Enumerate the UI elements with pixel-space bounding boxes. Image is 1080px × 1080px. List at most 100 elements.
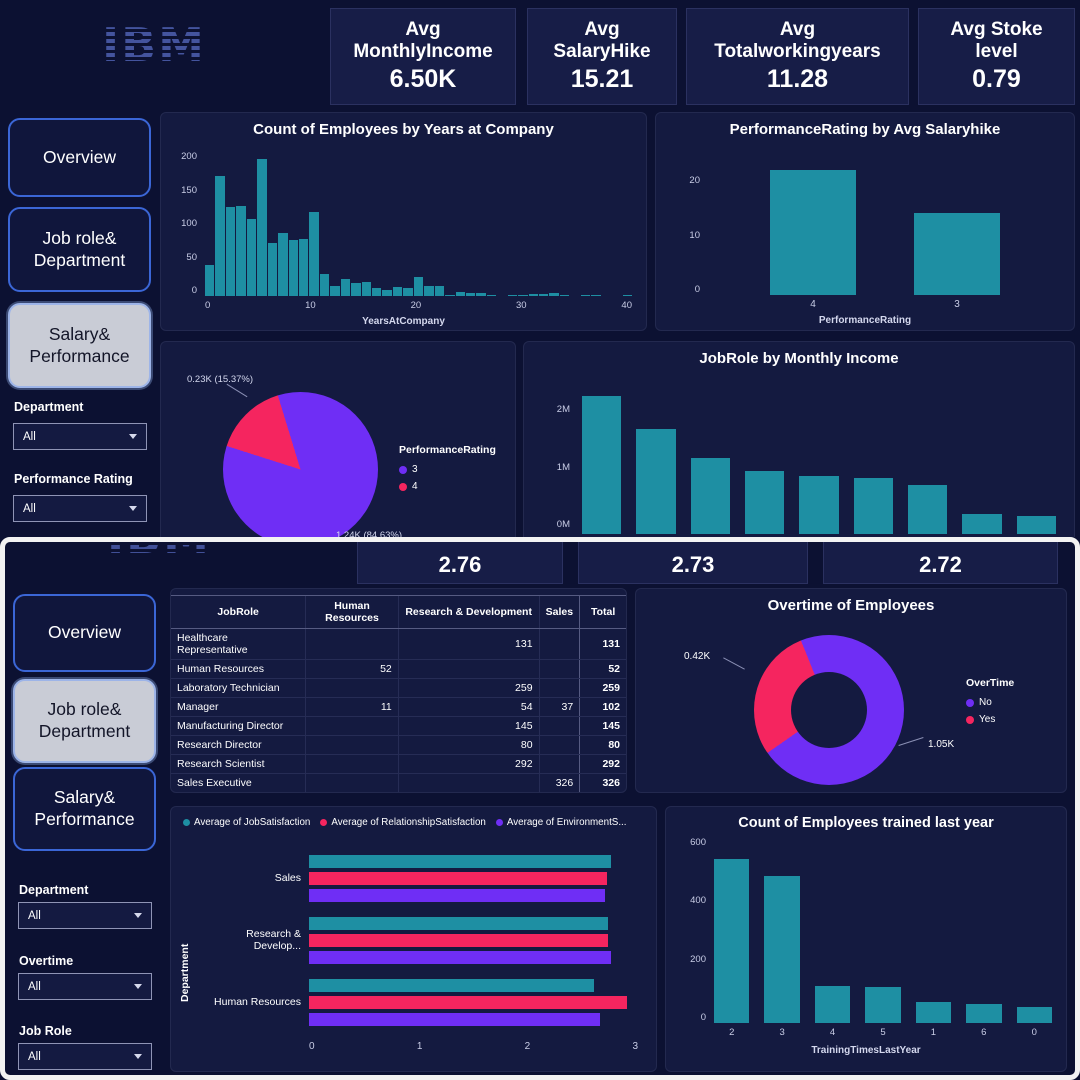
table-row[interactable]: Research Director 80 80 [171, 735, 626, 755]
table-row[interactable]: Manufacturing Director 145 145 [171, 716, 626, 736]
table-row[interactable]: Sales Representative8383 [171, 793, 626, 794]
bar[interactable] [580, 294, 591, 296]
legend-item[interactable]: No [966, 697, 1014, 708]
nav-button-overview[interactable]: Overview [13, 594, 156, 672]
bar[interactable] [309, 950, 611, 964]
bar[interactable] [476, 293, 486, 296]
bar[interactable] [340, 279, 351, 296]
bar[interactable] [309, 871, 608, 885]
table-row[interactable]: Sales Executive 326 326 [171, 773, 626, 792]
matrix-table[interactable]: JobRole Human Resources Research & Develop… [171, 595, 626, 794]
bar[interactable] [865, 987, 901, 1023]
bar[interactable] [528, 293, 538, 296]
bar[interactable] [309, 995, 628, 1009]
department-dropdown[interactable]: All [13, 423, 147, 450]
bar[interactable] [309, 212, 319, 296]
column-header[interactable]: Total [579, 595, 626, 629]
bar[interactable] [351, 283, 361, 296]
bar[interactable] [205, 265, 215, 296]
bar[interactable] [372, 287, 382, 296]
bar-chart-plot[interactable] [582, 392, 1056, 534]
nav-button-salary-performance[interactable]: Salary& Performance [8, 303, 151, 388]
bar[interactable] [309, 854, 611, 868]
bar[interactable] [966, 1003, 1002, 1023]
legend-item[interactable]: 3 [399, 464, 496, 475]
bar[interactable] [246, 219, 257, 296]
nav-button-salary-performance[interactable]: Salary& Performance [13, 767, 156, 851]
bar[interactable] [622, 295, 632, 296]
bar[interactable] [267, 242, 278, 296]
department-dropdown[interactable]: All [18, 902, 152, 929]
bar[interactable] [413, 277, 424, 296]
table-row[interactable]: Research Scientist 292 292 [171, 754, 626, 774]
bar[interactable] [257, 158, 267, 296]
column-header[interactable]: Research & Development [397, 595, 540, 629]
bar[interactable] [215, 176, 225, 296]
bar[interactable] [465, 293, 476, 296]
bar[interactable] [636, 429, 676, 534]
bar[interactable] [507, 294, 518, 296]
bar[interactable] [714, 858, 750, 1023]
legend-item[interactable]: Average of RelationshipSatisfaction [320, 817, 486, 828]
table-row[interactable]: Manager 11 54 37 102 [171, 697, 626, 717]
column-header[interactable]: JobRole [171, 595, 306, 629]
column-header[interactable]: Sales [538, 595, 580, 629]
bar[interactable] [744, 471, 785, 534]
column-header[interactable]: Human Resources [305, 595, 399, 629]
bar[interactable] [403, 288, 413, 296]
bar-chart-plot[interactable]: Sales Research & Develop... Human Resource… [201, 847, 638, 1033]
bar[interactable] [915, 1001, 952, 1023]
nav-button-jobrole-department[interactable]: Job role& Department [13, 679, 156, 763]
bar[interactable] [225, 207, 236, 296]
bar[interactable] [962, 513, 1002, 534]
bar[interactable] [814, 986, 851, 1023]
bar[interactable] [424, 286, 434, 296]
bar[interactable] [434, 285, 445, 296]
bar[interactable] [539, 293, 549, 296]
bar[interactable] [298, 238, 309, 296]
bar[interactable] [770, 170, 856, 295]
legend-item[interactable]: Yes [966, 714, 1014, 725]
bar[interactable] [309, 978, 595, 992]
bar[interactable] [278, 233, 288, 296]
bar[interactable] [330, 286, 340, 296]
table-row[interactable]: Laboratory Technician 259 259 [171, 678, 626, 698]
bar[interactable] [764, 875, 800, 1023]
bar[interactable] [288, 240, 298, 296]
bar[interactable] [853, 478, 893, 534]
bar[interactable] [236, 206, 246, 296]
bar[interactable] [907, 484, 948, 534]
bar[interactable] [1016, 516, 1056, 534]
bar[interactable] [799, 475, 839, 534]
bar-chart-plot[interactable] [205, 156, 632, 296]
legend-item[interactable]: Average of JobSatisfaction [183, 817, 310, 828]
bar[interactable] [392, 286, 403, 296]
bar[interactable] [309, 933, 609, 947]
table-row[interactable]: Healthcare Representative 131 131 [171, 628, 626, 660]
bar[interactable] [445, 294, 455, 296]
overtime-dropdown[interactable]: All [18, 973, 152, 1000]
bar[interactable] [361, 282, 371, 296]
bar-chart-plot[interactable] [716, 159, 1054, 295]
nav-button-jobrole-department[interactable]: Job role& Department [8, 207, 151, 292]
job-role-dropdown[interactable]: All [18, 1043, 152, 1070]
bar[interactable] [309, 1012, 600, 1026]
nav-button-overview[interactable]: Overview [8, 118, 151, 197]
performance-rating-dropdown[interactable]: All [13, 495, 147, 522]
bar-chart-plot[interactable] [714, 843, 1052, 1023]
bar[interactable] [455, 291, 465, 296]
bar[interactable] [309, 916, 609, 930]
bar[interactable] [1016, 1006, 1052, 1023]
bar[interactable] [914, 212, 1000, 295]
bar[interactable] [382, 289, 392, 296]
bar[interactable] [582, 396, 622, 534]
bar[interactable] [690, 457, 730, 534]
bar[interactable] [549, 292, 559, 296]
table-row[interactable]: Human Resources 52 52 [171, 659, 626, 679]
legend-item[interactable]: 4 [399, 481, 496, 492]
legend-item[interactable]: Average of EnvironmentS... [495, 817, 627, 828]
pie-chart[interactable] [223, 392, 378, 537]
bar[interactable] [559, 295, 570, 296]
bar[interactable] [518, 294, 528, 296]
bar[interactable] [319, 273, 330, 296]
